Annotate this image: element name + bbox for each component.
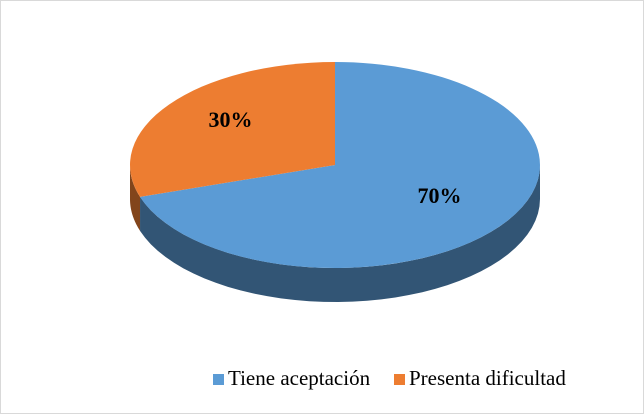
slice (140, 62, 541, 268)
slice (129, 62, 335, 197)
slice-side (130, 165, 141, 231)
legend-swatch (213, 374, 224, 385)
legend-swatch (394, 374, 405, 385)
slice-side (140, 165, 540, 302)
data-label: 70% (417, 183, 461, 208)
legend-label: Tiene aceptación (228, 366, 371, 390)
legend-label: Presenta dificultad (409, 366, 566, 390)
data-label: 30% (209, 107, 253, 132)
